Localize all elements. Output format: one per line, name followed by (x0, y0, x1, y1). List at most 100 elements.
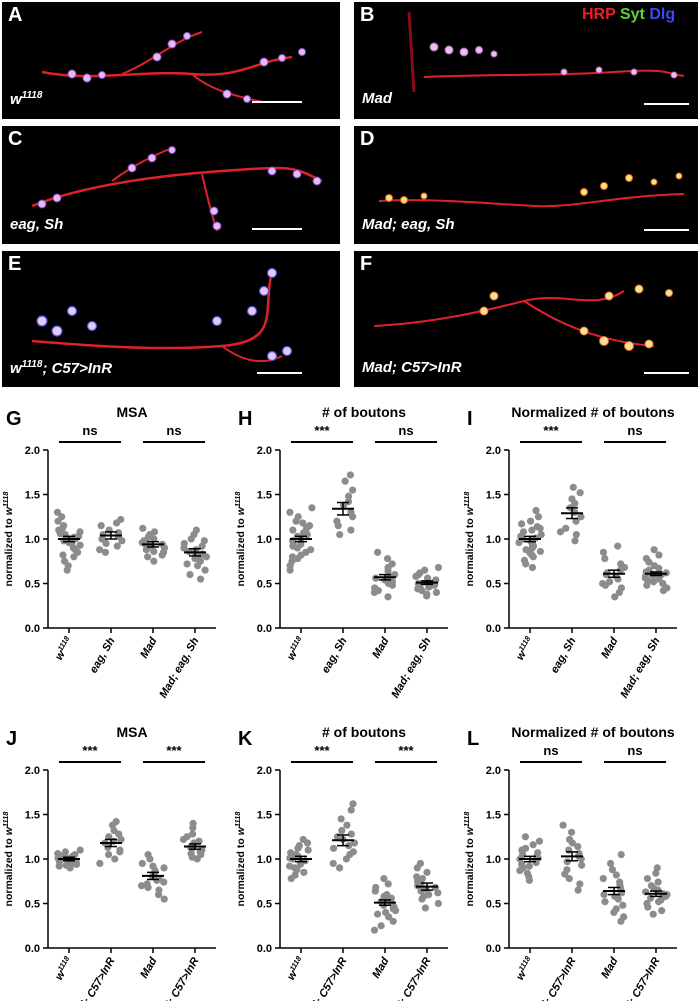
data-point (144, 553, 152, 561)
micro-panel-e: E w1118; C57>InR (2, 251, 340, 387)
panel-label: J (6, 728, 17, 750)
data-point (116, 848, 124, 856)
data-point (601, 581, 610, 589)
data-point (556, 528, 565, 536)
data-point (335, 864, 344, 872)
data-point (97, 522, 105, 530)
x-tick-label: Mad; eag, Sh (618, 635, 662, 700)
x-tick-label: w1118 (51, 634, 76, 663)
data-point (385, 913, 393, 921)
data-point (384, 880, 392, 888)
plot-i: I Normalized # of boutons 0.0 0.5 1.0 1.5 2.0 n… (462, 404, 677, 700)
data-point (536, 524, 544, 532)
data-point (432, 588, 441, 597)
data-point (183, 560, 191, 568)
data-point (643, 874, 652, 883)
x-tick-label: Mad (370, 635, 392, 660)
data-point (423, 592, 431, 600)
data-point (652, 869, 660, 877)
significance-label: *** (82, 743, 98, 758)
data-point (370, 588, 378, 597)
x-tick-label: Mad; eag, Sh (389, 635, 433, 700)
x-tick-label: Mad; C57>InR (616, 955, 663, 1001)
nmj-image-d (378, 172, 689, 231)
panel-label: I (467, 408, 473, 430)
data-point (308, 504, 316, 512)
data-point (536, 547, 544, 556)
data-point (532, 506, 540, 515)
y-tick-label: 1.0 (25, 534, 40, 546)
data-point (391, 907, 400, 915)
panel-label: E (8, 253, 22, 275)
data-point (146, 855, 154, 863)
data-point (373, 548, 382, 556)
stain-legend: HRP Syt Dlg (582, 6, 675, 24)
data-point (535, 837, 544, 845)
data-point (650, 546, 658, 554)
data-point (118, 537, 126, 545)
data-point (377, 922, 385, 930)
data-point (571, 537, 579, 545)
x-tick-label: Mad; C57>InR (155, 955, 202, 1001)
data-point (347, 806, 355, 814)
data-point (349, 800, 357, 808)
data-point (344, 492, 353, 500)
data-point (54, 517, 62, 525)
y-tick-label: 0.5 (486, 579, 501, 591)
nmj-image-b (407, 11, 689, 105)
data-point (517, 520, 526, 528)
data-point (153, 876, 161, 884)
data-point (373, 910, 382, 918)
y-tick-label: 2.0 (486, 445, 501, 457)
data-point (568, 839, 576, 847)
data-point (348, 513, 357, 521)
data-point (650, 578, 658, 586)
data-point (371, 887, 379, 895)
data-point (338, 826, 346, 835)
data-point (105, 833, 113, 841)
data-point (137, 882, 146, 890)
plot-title: Normalized # of boutons (511, 724, 675, 740)
data-point (346, 471, 355, 479)
data-point (614, 895, 622, 903)
data-point (289, 526, 297, 534)
data-point (294, 554, 302, 563)
data-point (337, 815, 345, 823)
data-point (160, 864, 168, 872)
plot-title: Normalized # of boutons (511, 404, 675, 420)
data-point (188, 830, 197, 838)
y-tick-label: 0.0 (25, 943, 40, 955)
y-tick-label: 1.5 (25, 490, 40, 502)
panel-label: A (8, 4, 23, 26)
data-point (606, 859, 615, 868)
x-tick-label: Mad (370, 955, 392, 980)
significance-label: ns (166, 423, 181, 438)
data-point (619, 901, 627, 909)
data-point (370, 926, 379, 934)
data-point (534, 513, 543, 521)
data-point (113, 542, 121, 550)
data-point (187, 535, 195, 543)
y-axis-label: normalized to w1118 (1, 491, 15, 587)
data-point (600, 891, 608, 899)
data-point (611, 593, 619, 601)
y-tick-label: 0.0 (257, 623, 272, 635)
data-point (76, 846, 84, 854)
x-tick-label: w1118 (283, 634, 308, 663)
data-point (189, 824, 197, 832)
data-point (645, 558, 653, 566)
data-point (198, 542, 206, 550)
data-point (528, 526, 536, 534)
data-point (655, 898, 663, 906)
y-tick-label: 2.0 (486, 765, 501, 777)
y-tick-label: 1.5 (486, 810, 501, 822)
data-point (643, 581, 651, 589)
x-tick-label: Mad (599, 635, 621, 660)
data-point (117, 835, 125, 844)
y-tick-label: 0.0 (486, 943, 501, 955)
data-point (105, 850, 113, 859)
data-point (334, 522, 342, 530)
data-point (343, 821, 351, 829)
data-point (515, 538, 523, 547)
x-tick-label: w1118 (51, 954, 76, 983)
